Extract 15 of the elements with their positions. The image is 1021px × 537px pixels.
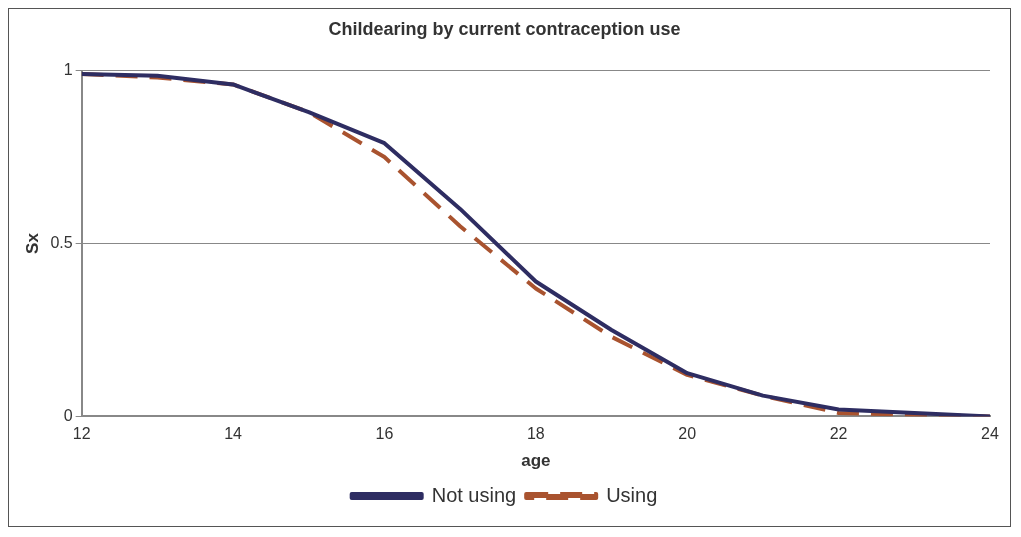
- x-tick-label: 24: [981, 425, 999, 443]
- x-tick-label: 22: [829, 425, 848, 443]
- y-tick-label: 0: [63, 406, 73, 424]
- y-tick-label: 1: [63, 61, 73, 79]
- x-tick-label: 18: [526, 425, 545, 443]
- x-tick-label: 16: [375, 425, 394, 443]
- x-tick-label: 14: [224, 425, 243, 443]
- y-axis-title: Sx: [22, 232, 42, 254]
- chart-title: Childearing by current contraception use: [328, 18, 681, 39]
- y-tick-label: 0.5: [50, 233, 73, 251]
- x-axis-title: age: [521, 451, 551, 471]
- legend-label: Using: [606, 483, 658, 506]
- x-tick-label: 20: [678, 425, 697, 443]
- x-tick-label: 12: [72, 425, 91, 443]
- legend-label: Not using: [431, 483, 517, 506]
